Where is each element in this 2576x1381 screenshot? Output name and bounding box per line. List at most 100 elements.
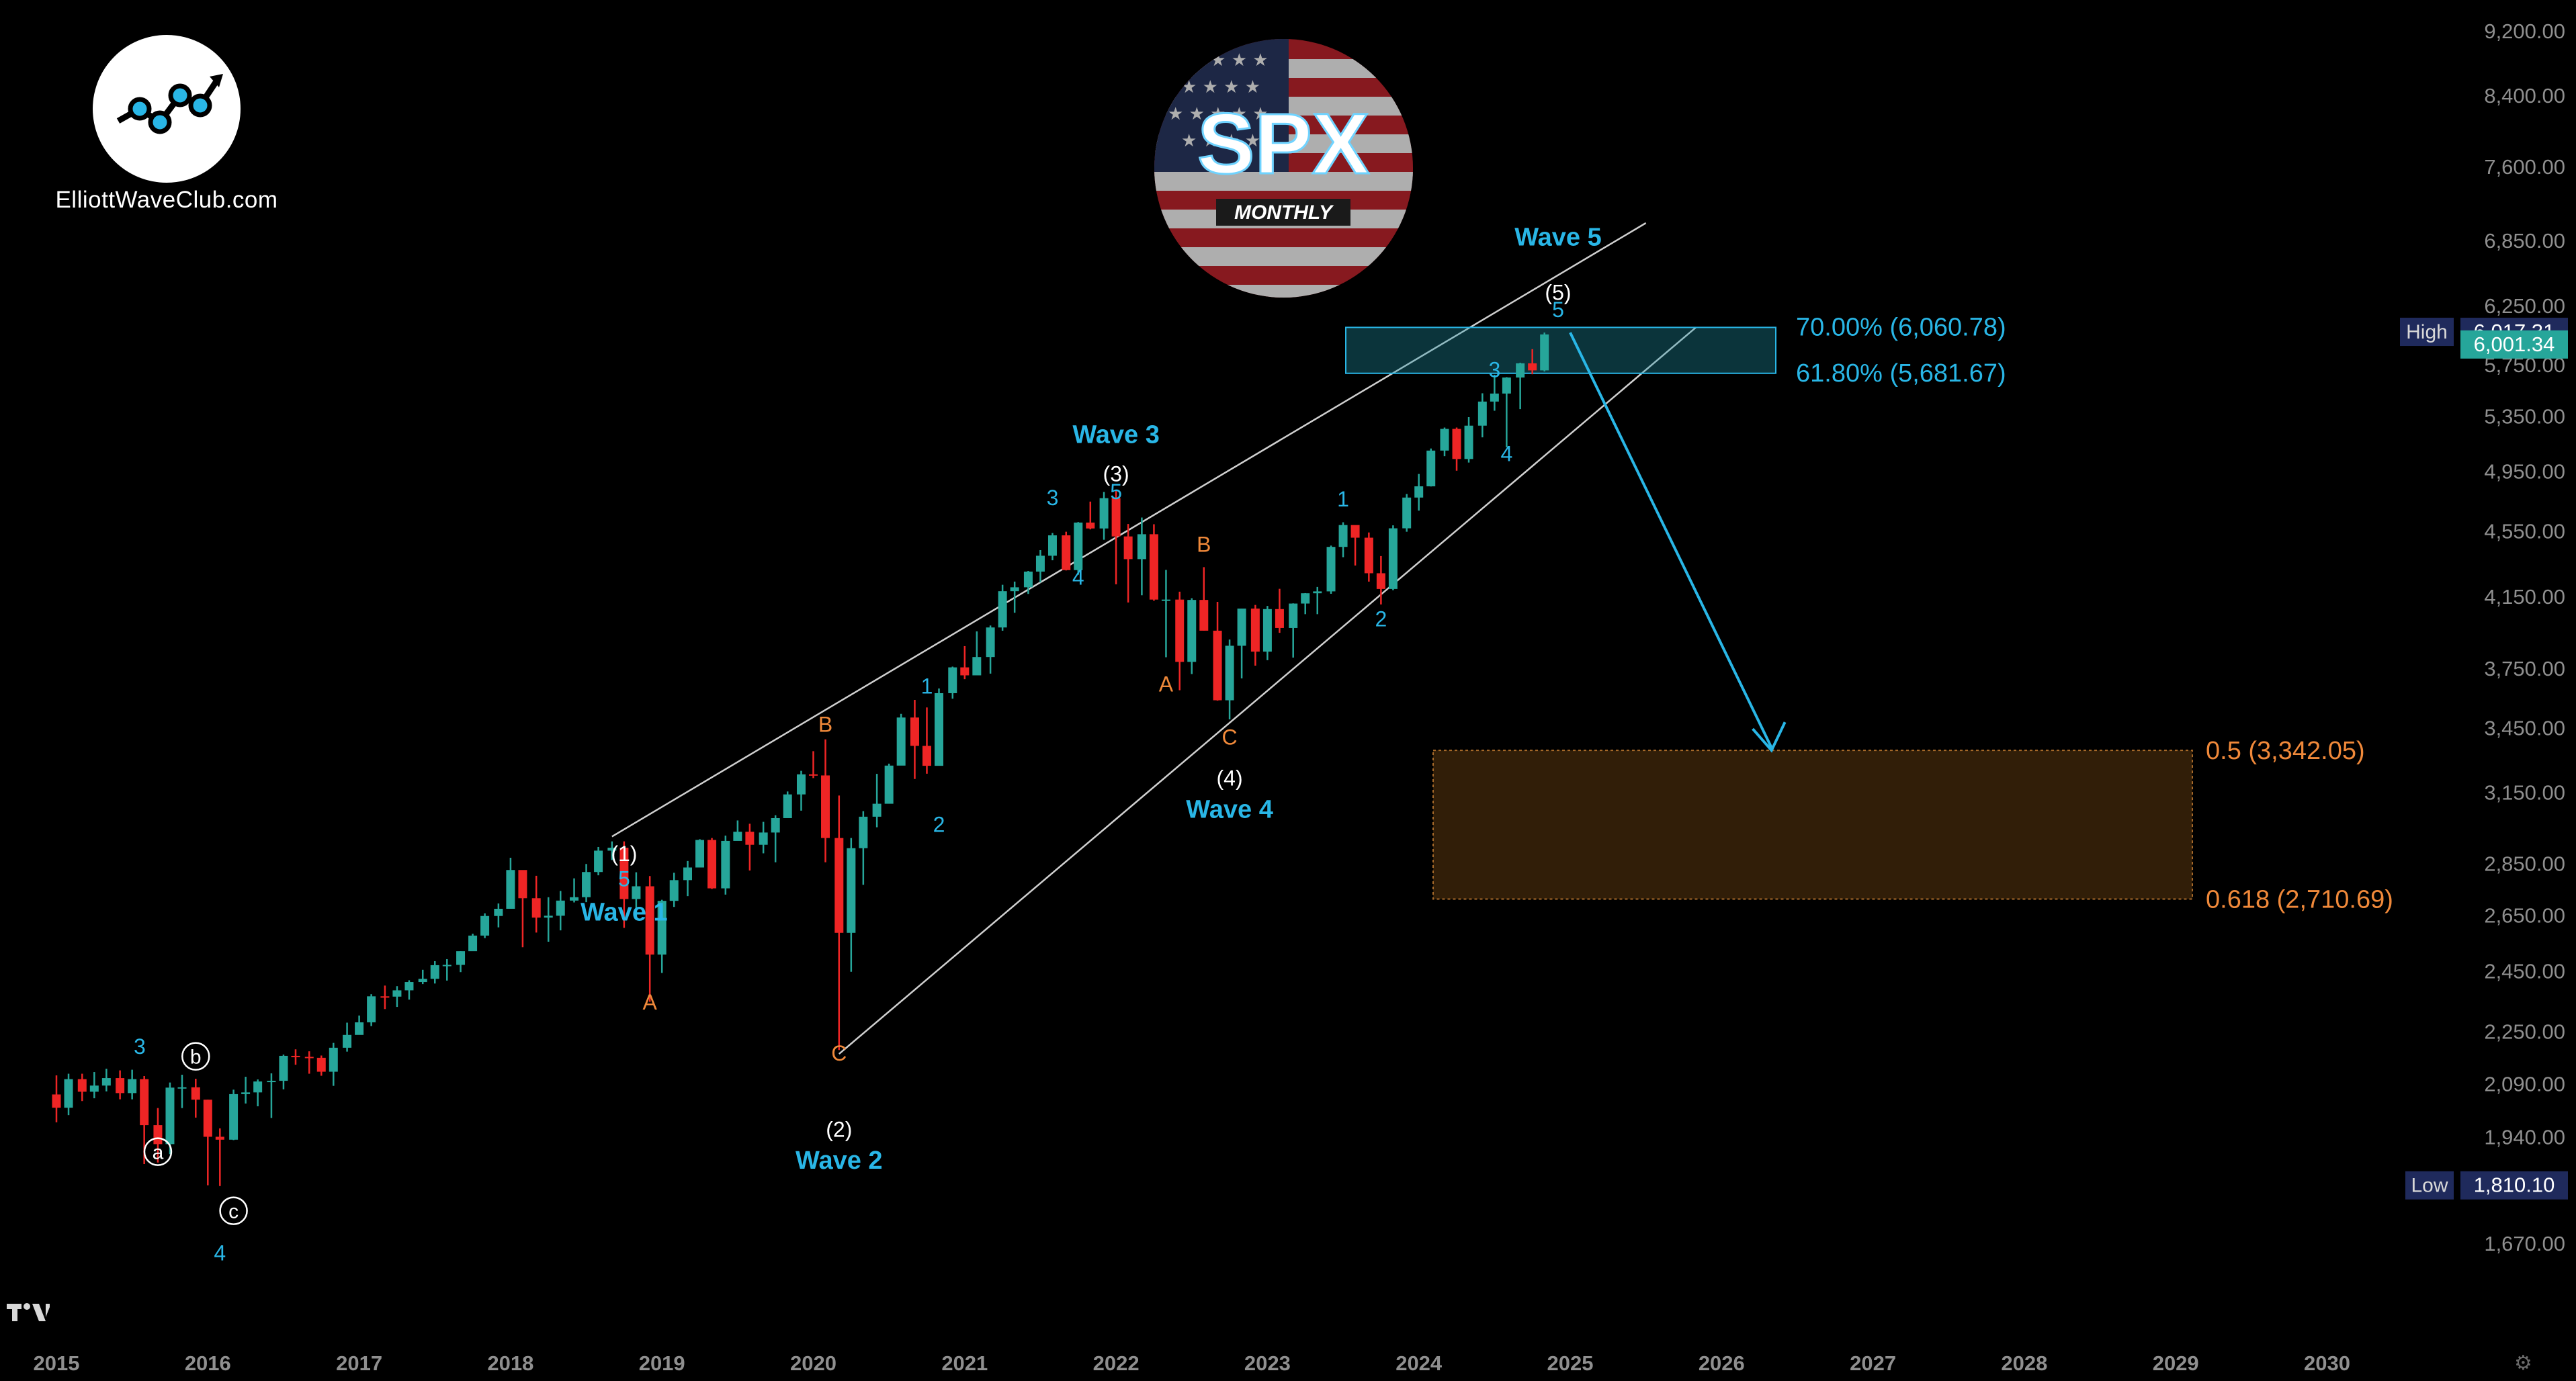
candle (1388, 525, 1398, 590)
candle (1289, 603, 1298, 658)
candle (1175, 591, 1185, 690)
wave-labels: Wave 1 Wave 2 Wave 3 Wave 4 Wave 5 (1) (2) (3) (… (134, 224, 1602, 1265)
candle-body (480, 916, 490, 936)
candle-body (859, 816, 868, 848)
candle-body (1111, 498, 1121, 537)
candle-body (1010, 587, 1019, 592)
candle-body (948, 667, 957, 693)
fib-retrace-lower-label: 0.618 (2,710.69) (2206, 886, 2393, 914)
candle (834, 795, 844, 1051)
candle (657, 899, 667, 973)
time-axis-label: 2015 (34, 1351, 80, 1375)
settings-gear-icon[interactable]: ⚙ (2514, 1352, 2532, 1374)
price-axis-label: 3,750.00 (2484, 657, 2565, 680)
candle-body (544, 916, 553, 918)
candle (380, 985, 390, 1010)
time-axis-label: 2030 (2304, 1351, 2350, 1375)
candle-body (809, 774, 818, 776)
candle (153, 1108, 163, 1163)
abc-label: B (1197, 532, 1211, 556)
time-axis-label: 2021 (941, 1351, 988, 1375)
candle (468, 934, 478, 952)
brand-url: ElliottWaveClub.com (55, 187, 278, 213)
candle (165, 1082, 175, 1155)
candle-body (267, 1081, 276, 1083)
fib-target-lower-label: 61.80% (5,681.67) (1796, 359, 2006, 388)
candle-body (291, 1055, 300, 1057)
label-ring (181, 1042, 210, 1071)
candle (89, 1072, 99, 1099)
candle (1350, 525, 1360, 566)
price-axis-label: 4,150.00 (2484, 585, 2565, 609)
candle-body (404, 982, 414, 991)
candle (733, 820, 742, 841)
price-axis-label: 1,940.00 (2484, 1125, 2565, 1149)
candle (442, 959, 452, 981)
candle (1376, 555, 1385, 605)
candle-body (456, 951, 466, 965)
price-axis-label: 2,650.00 (2484, 904, 2565, 928)
candle (1426, 448, 1436, 487)
candle-body (695, 840, 705, 868)
candle-body (1262, 609, 1272, 652)
candle-body (1326, 547, 1336, 592)
candle (1301, 592, 1310, 615)
minor-wave-label: 5 (1110, 480, 1122, 504)
candle (355, 1015, 364, 1035)
candle (859, 811, 868, 885)
candle (64, 1073, 73, 1116)
candle (683, 860, 693, 897)
badge-title: SPX (1197, 96, 1369, 192)
candle (291, 1049, 300, 1065)
candle (948, 666, 957, 699)
candle (229, 1089, 239, 1141)
candle-body (1540, 334, 1549, 371)
candle (1123, 524, 1133, 603)
candle-body (771, 817, 780, 833)
candle (594, 846, 603, 876)
time-axis[interactable]: 2015 2016 2017 2018 2019 2020 2021 2022 2023 2024… (34, 1351, 2350, 1375)
time-axis-label: 2028 (2001, 1351, 2047, 1375)
candle-body (1477, 401, 1487, 426)
wave-label: Wave 3 (1072, 421, 1160, 449)
candle-body (1338, 525, 1348, 547)
candle-body (570, 897, 579, 901)
candle (316, 1055, 326, 1076)
candle-body (1074, 522, 1083, 570)
last-price-tag: 6,001.34 (2474, 332, 2555, 356)
price-axis[interactable]: 9,200.00 8,400.00 7,600.00 6,850.00 6,250.00… (2484, 19, 2565, 1255)
candle (116, 1070, 125, 1100)
abc-label: C (831, 1041, 847, 1065)
candle-body (241, 1092, 251, 1094)
candle-body (128, 1079, 137, 1094)
candle-body (1023, 571, 1033, 588)
circled-label: b (181, 1042, 210, 1071)
candle (253, 1079, 263, 1107)
candle-body (619, 848, 629, 899)
wave-label: Wave 2 (796, 1147, 883, 1175)
candle (582, 864, 591, 903)
price-axis-label: 1,670.00 (2484, 1232, 2565, 1255)
price-axis-label: 9,200.00 (2484, 19, 2565, 43)
candle-body (1528, 363, 1537, 371)
candle-body (518, 870, 527, 899)
fib-zones: 70.00% (6,060.78) 61.80% (5,681.67) 0.5 (3… (1345, 313, 2393, 914)
price-axis-label: 5,350.00 (2484, 404, 2565, 428)
candle-body (343, 1034, 352, 1048)
candle (1099, 492, 1109, 540)
candle-body (998, 591, 1007, 628)
degree-label: (1) (611, 842, 637, 866)
candle-body (1199, 600, 1209, 631)
candle-body (101, 1078, 111, 1086)
candle (1364, 532, 1373, 582)
candle-body (721, 840, 730, 889)
candle-body (759, 832, 768, 845)
candle-body (1149, 534, 1158, 600)
candle (480, 913, 490, 938)
brand-block: ElliottWaveClub.com (39, 35, 294, 214)
candle (986, 625, 995, 674)
candle-body (442, 965, 452, 967)
candle (1047, 533, 1057, 561)
candle (128, 1069, 137, 1100)
